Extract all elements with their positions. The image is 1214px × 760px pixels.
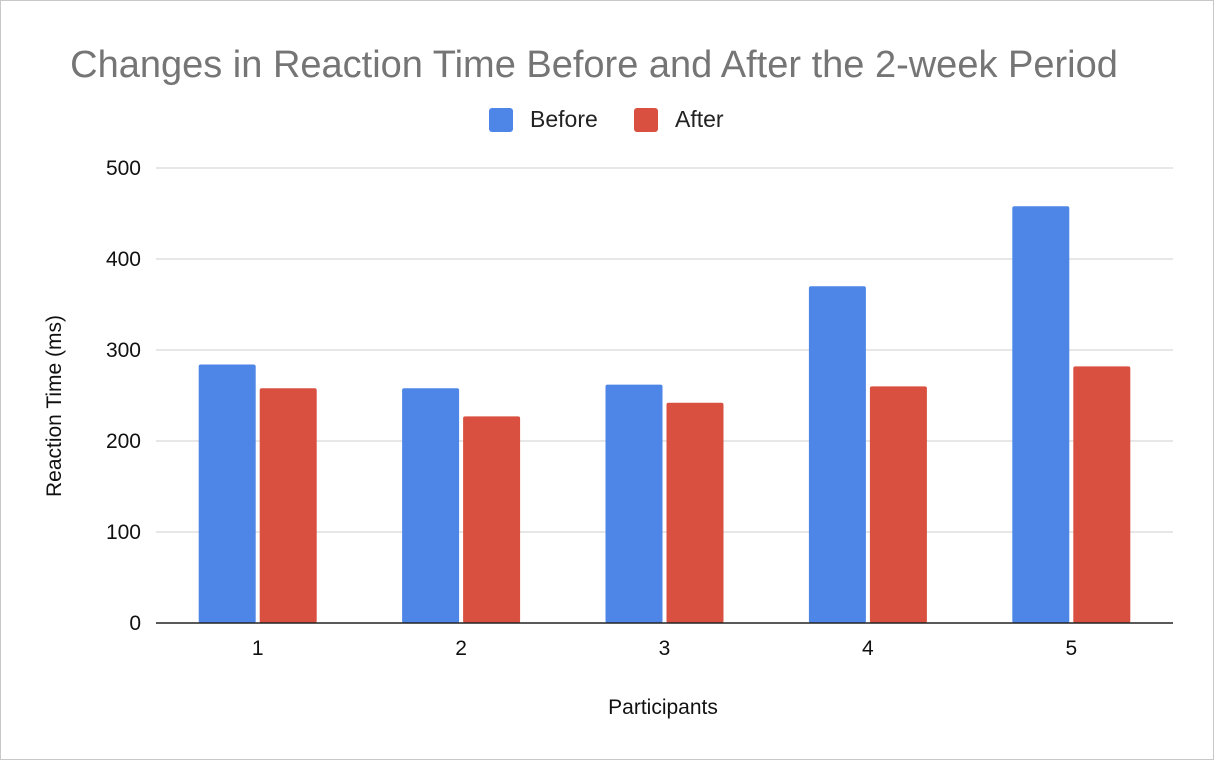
- bar-before-4: [808, 286, 866, 623]
- x-axis-title: Participants: [608, 696, 718, 719]
- y-tick-label: 400: [106, 248, 141, 271]
- y-tick-label: 100: [106, 521, 141, 544]
- bar-after-1: [259, 388, 317, 623]
- x-tick-label: 4: [862, 637, 874, 660]
- bar-before-2: [402, 388, 460, 623]
- bar-after-3: [666, 402, 724, 623]
- x-tick-label: 5: [1065, 637, 1077, 660]
- legend-swatch-before: [489, 108, 513, 132]
- legend-swatch-after: [634, 108, 658, 132]
- bars: [198, 206, 1131, 623]
- y-tick-label: 0: [129, 612, 141, 635]
- x-axis-ticks: 1 2 3 4 5: [252, 637, 1077, 660]
- bar-after-4: [869, 386, 927, 623]
- bar-after-5: [1073, 366, 1131, 623]
- y-tick-label: 500: [106, 157, 141, 180]
- x-tick-label: 3: [659, 637, 671, 660]
- bar-before-1: [198, 364, 256, 623]
- y-axis-title: Reaction Time (ms): [43, 315, 66, 497]
- y-tick-label: 300: [106, 339, 141, 362]
- chart-title: Changes in Reaction Time Before and Afte…: [70, 44, 1118, 86]
- legend-label-after: After: [675, 106, 724, 132]
- bar-after-2: [463, 416, 521, 623]
- y-axis-ticks: 0 100 200 300 400 500: [106, 157, 141, 635]
- legend-label-before: Before: [530, 106, 598, 132]
- legend: Before After: [489, 106, 724, 132]
- bar-before-3: [605, 384, 663, 623]
- bar-before-5: [1012, 206, 1070, 623]
- x-tick-label: 2: [455, 637, 467, 660]
- x-tick-label: 1: [252, 637, 264, 660]
- gridlines: [156, 167, 1173, 533]
- y-tick-label: 200: [106, 430, 141, 453]
